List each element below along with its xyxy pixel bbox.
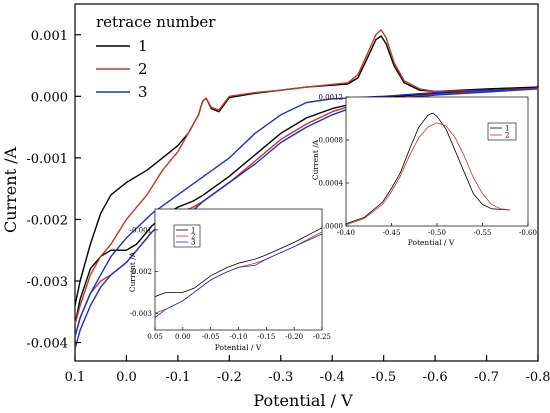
inset-peak-x-tick-label: -0.60	[519, 229, 537, 237]
inset-low-y-title: Current /A	[128, 251, 137, 292]
main-series-3-line	[74, 88, 539, 349]
inset-peak-x-tick-label: -0.55	[474, 229, 492, 237]
legend-label-3: 3	[138, 83, 148, 101]
inset-peak-y-title: Current /A	[311, 139, 320, 180]
inset-peak-x-tick-label: -0.45	[383, 229, 401, 237]
inset-low-x-tick-label: -0.20	[285, 333, 303, 341]
inset-low-legend-label-3: 3	[191, 239, 195, 247]
inset-peak-series-1-line	[345, 112, 510, 225]
main-y-tick-label: 0.001	[31, 29, 68, 44]
x-axis-title: Potential / V	[253, 391, 353, 410]
inset-low-x-title: Potential / V	[215, 343, 262, 352]
main-y-tick-label: -0.003	[26, 275, 68, 290]
main-x-tick-label: -0.4	[320, 370, 345, 385]
main-x-tick-label: -0.7	[474, 370, 499, 385]
legend-label-2: 2	[138, 60, 148, 78]
main-x-tick-label: -0.1	[165, 370, 190, 385]
main-x-tick-label: -0.5	[371, 370, 396, 385]
main-x-tick-label: -0.8	[525, 370, 550, 385]
inset-peak-plot: -0.40 -0.45 -0.50 -0.55 -0.60 0.0012 0.0008 0.0…	[319, 94, 537, 238]
inset-low-x-tick-label: -0.05	[202, 333, 220, 341]
inset-peak-legend-box	[487, 122, 517, 141]
inset-low-legend-label-1: 1	[191, 227, 195, 235]
main-x-tick-label: -0.2	[217, 370, 242, 385]
inset-peak-x-tick-label: -0.40	[337, 229, 355, 237]
inset-peak-legend-label-2: 2	[505, 132, 509, 140]
inset-low-y-tick-label: -0.002	[130, 268, 152, 276]
inset-peak-y-tick-label: 0.0004	[319, 180, 344, 188]
inset-low-y-tick-label: -0.003	[130, 310, 152, 318]
inset-peak-frame	[345, 96, 529, 227]
main-x-tick-label: -0.3	[268, 370, 293, 385]
main-y-tick-label: -0.002	[26, 213, 68, 228]
inset-low-series-1-line	[154, 227, 323, 297]
inset-low-x-tick-label: -0.10	[230, 333, 248, 341]
main-legend: retrace number 1 2 3	[96, 13, 216, 101]
main-x-tick-label: -0.6	[423, 370, 448, 385]
inset-peak-x-title: Potential / V	[408, 238, 455, 247]
inset-low-y-tick-label: -0.001	[130, 226, 152, 234]
y-axis-title: Current /A	[1, 147, 20, 234]
inset-peak-legend-label-1: 1	[505, 125, 509, 133]
main-x-tick-label: 0.0	[116, 370, 137, 385]
inset-peak-x-tick-label: -0.50	[428, 229, 446, 237]
inset-low-legend-label-2: 2	[191, 233, 195, 241]
main-y-tick-label: 0.000	[31, 90, 68, 105]
inset-low-legend: 1 2 3	[173, 224, 201, 248]
main-y-tick-label: -0.001	[26, 152, 68, 167]
inset-peak-legend: 1 2	[487, 122, 517, 141]
legend-title: retrace number	[96, 13, 216, 31]
inset-low-x-tick-label: 0.00	[175, 333, 191, 341]
main-x-tick-label: 0.1	[65, 370, 86, 385]
legend-label-1: 1	[138, 37, 148, 55]
inset-low-x-tick-label: 0.05	[147, 333, 163, 341]
inset-peak-y-tick-label: 0.0012	[319, 94, 344, 102]
inset-low-series-3-line	[154, 233, 323, 318]
inset-peak-y-tick-label: 0.0000	[319, 223, 344, 231]
inset-low-plot: 0.05 0.00 -0.05 -0.10 -0.15 -0.20 -0.25 -0.001 -…	[130, 208, 331, 341]
inset-low-x-tick-label: -0.15	[257, 333, 275, 341]
inset-peak-series-2-line	[345, 122, 510, 226]
inset-low-x-tick-label: -0.25	[313, 333, 331, 341]
inset-peak-y-tick-label: 0.0008	[319, 137, 344, 145]
main-y-tick-label: -0.004	[26, 337, 68, 352]
